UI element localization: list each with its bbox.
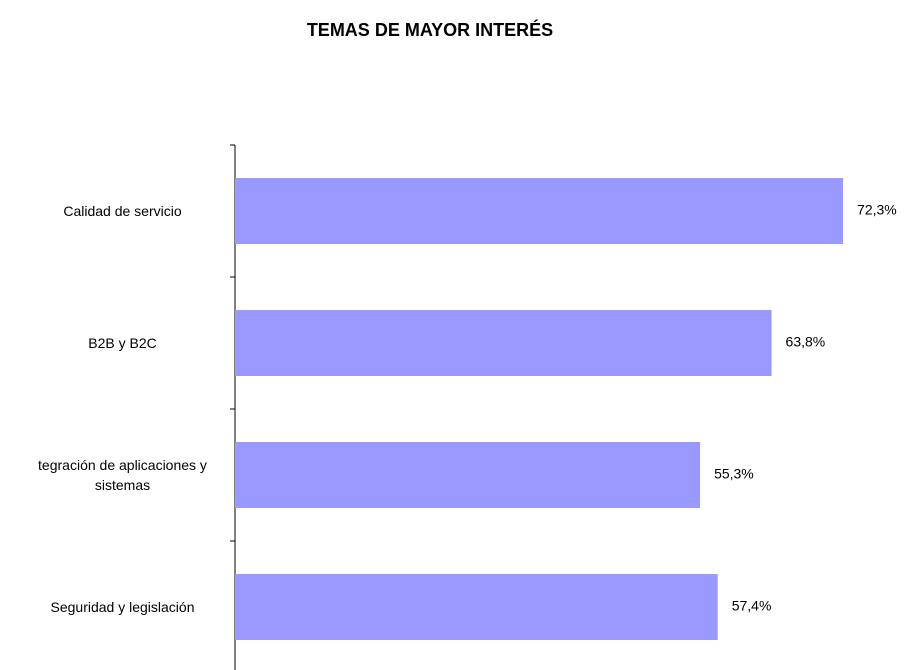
- category-label: Calidad de servicio: [63, 203, 182, 219]
- chart-title: TEMAS DE MAYOR INTERÉS: [307, 19, 553, 40]
- value-label: 55,3%: [714, 466, 754, 482]
- category-label: B2B y B2C: [88, 335, 157, 351]
- bar: [235, 178, 844, 244]
- value-label: 72,3%: [857, 202, 897, 218]
- value-label: 63,8%: [786, 334, 826, 350]
- bar: [235, 574, 718, 640]
- value-label: 57,4%: [732, 598, 772, 614]
- category-label: tegración de aplicaciones y sistemas: [38, 457, 207, 493]
- bar: [235, 442, 701, 508]
- category-label: Seguridad y legislación: [50, 599, 195, 615]
- bar: [235, 310, 772, 376]
